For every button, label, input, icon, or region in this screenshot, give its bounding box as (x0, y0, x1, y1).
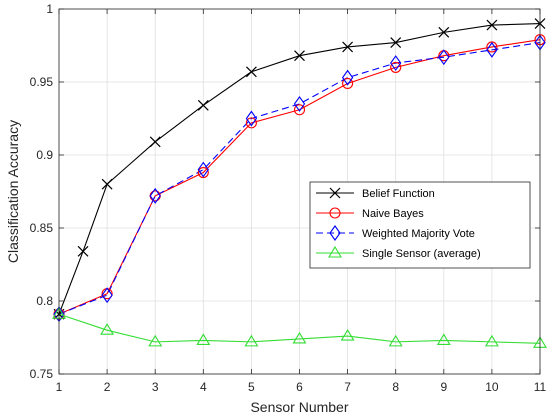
x-tick-label: 5 (248, 380, 255, 394)
data-point (101, 287, 113, 304)
data-point (245, 66, 257, 78)
data-point (340, 328, 355, 341)
legend-marker-2 (329, 225, 341, 241)
legend-marker-1 (329, 207, 341, 219)
data-point (390, 55, 402, 71)
data-point (101, 178, 113, 190)
data-point (438, 49, 450, 66)
data-point (293, 104, 306, 116)
x-tick-label: 10 (485, 380, 499, 394)
legend-label-1: Naive Bayes (362, 208, 424, 220)
data-point (388, 334, 403, 347)
data-point (197, 99, 209, 111)
x-tick-label: 11 (534, 380, 547, 394)
y-tick-label: 0.95 (30, 75, 54, 89)
data-point (100, 323, 115, 335)
data-point (341, 69, 354, 86)
data-point (148, 334, 163, 347)
data-point (484, 334, 499, 347)
series-markers (52, 18, 547, 348)
y-tick-label: 0.85 (30, 221, 54, 235)
y-tick-label: 0.75 (30, 367, 54, 381)
legend-label-0: Belief Function (362, 188, 435, 200)
y-tick-label: 1 (46, 2, 53, 16)
x-tick-label: 6 (296, 380, 303, 394)
series-lines (58, 23, 541, 344)
data-point (293, 95, 306, 112)
data-point (196, 333, 211, 345)
x-tick-label: 3 (152, 380, 159, 394)
x-tick-label: 9 (440, 380, 447, 394)
data-point (438, 26, 450, 38)
x-tick-labels: 1 2 3 4 5 6 7 8 9 10 11 (56, 380, 547, 394)
data-point (149, 136, 161, 148)
series-line-0 (58, 23, 541, 315)
data-point (342, 77, 354, 90)
data-point (149, 187, 161, 204)
axis-ticks (58, 8, 541, 375)
data-point (244, 334, 259, 347)
y-axis-label: Classification Accuracy (5, 120, 21, 263)
data-point (245, 117, 257, 129)
y-tick-labels: 0.75 0.8 0.85 0.9 0.95 1 (30, 2, 54, 381)
data-point (390, 37, 402, 49)
x-tick-label: 1 (56, 380, 63, 394)
data-point (486, 41, 498, 58)
x-tick-label: 8 (392, 380, 399, 394)
data-point (292, 331, 307, 344)
legend-marker-3 (328, 245, 342, 258)
data-point (390, 61, 402, 73)
x-axis-label: Sensor Number (250, 399, 348, 415)
series-line-3 (58, 313, 541, 344)
y-tick-label: 0.8 (36, 294, 53, 308)
data-point (77, 245, 89, 257)
x-tick-label: 4 (200, 380, 207, 394)
data-point (486, 19, 498, 31)
y-tick-label: 0.9 (36, 148, 53, 162)
legend-marker-0 (329, 187, 341, 199)
data-point (294, 50, 305, 62)
data-point (342, 41, 354, 53)
x-tick-label: 7 (344, 380, 351, 394)
data-point (245, 110, 258, 127)
legend-label-3: Single Sensor (average) (362, 248, 481, 260)
legend: Belief Function Naive Bayes Weighted Major… (309, 181, 531, 269)
data-point (436, 333, 451, 345)
x-tick-label: 2 (104, 380, 111, 394)
legend-label-2: Weighted Majority Vote (362, 228, 475, 240)
series-line-2 (58, 42, 541, 315)
legend-box (309, 181, 531, 269)
data-point (197, 161, 209, 178)
